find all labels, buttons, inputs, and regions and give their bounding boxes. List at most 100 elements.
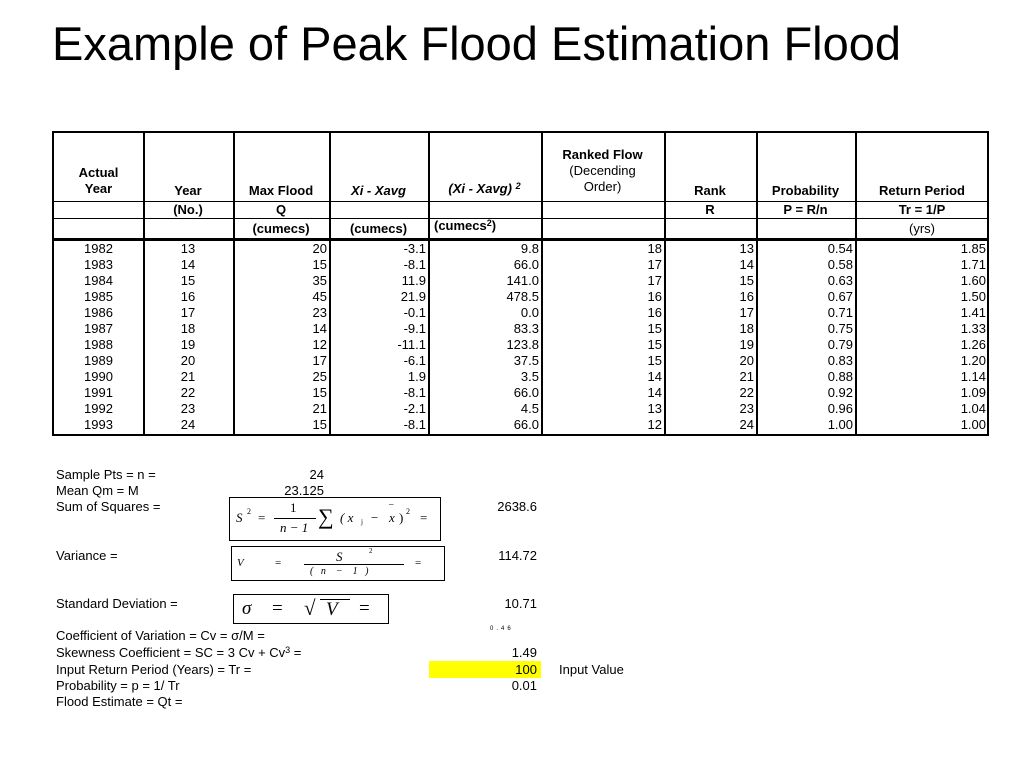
formula-v: V (237, 557, 244, 569)
cell-year-no: 24 (180, 417, 196, 432)
formula-bar: – (389, 499, 394, 509)
header-return-period: Return Period (879, 183, 965, 198)
cell-max-flood: 12 (312, 337, 327, 352)
header-ranked-flow: Ranked Flow (Decending Order) (541, 147, 664, 195)
cell-max-flood: 15 (312, 417, 327, 432)
formula-s-exp: 2 (247, 507, 251, 516)
cell-return-period: 1.20 (960, 353, 986, 368)
cell-deviation: 21.9 (400, 289, 426, 304)
cell-deviation: -2.1 (403, 401, 426, 416)
header-rank: Rank (694, 183, 726, 198)
return-period-input-value[interactable]: 100 (515, 662, 537, 677)
header-max-flood-symbol: Q (275, 202, 287, 217)
cell-rank: 23 (739, 401, 754, 416)
std-dev-label: Standard Deviation = (56, 596, 178, 611)
cell-rank: 17 (739, 305, 754, 320)
header-sq-unit-exp: 2 (486, 218, 492, 228)
table-row: 1984 15 35 11.9 141.0 17 15 0.63 1.60 (54, 273, 987, 289)
header-ranked-flow-line2: (Decending (569, 163, 636, 178)
cell-ranked-flow: 14 (647, 385, 662, 400)
skewness-label-exp: 3 (285, 645, 291, 655)
cell-rank: 24 (739, 417, 754, 432)
formula-xbar: x (389, 510, 395, 525)
formula-sum-term: ( x (340, 510, 354, 525)
cell-rank: 22 (739, 385, 754, 400)
cell-ranked-flow: 16 (647, 305, 662, 320)
sum-squares-value: 2638.6 (497, 499, 537, 514)
sqrt-icon: √ (304, 596, 316, 620)
cell-ranked-flow: 12 (647, 417, 662, 432)
cell-probability: 0.83 (827, 353, 853, 368)
n-value: 24 (309, 467, 324, 482)
cell-return-period: 1.41 (960, 305, 986, 320)
cell-rank: 14 (739, 257, 754, 272)
cell-deviation-sq: 3.5 (520, 369, 539, 384)
formula-eq-2: = (420, 510, 428, 525)
cell-max-flood: 45 (312, 289, 327, 304)
formula-close: ) (399, 510, 404, 525)
cell-deviation-sq: 83.3 (513, 321, 539, 336)
table-row: 1987 18 14 -9.1 83.3 15 18 0.75 1.33 (54, 321, 987, 337)
header-ranked-flow-line3: Order) (583, 179, 622, 194)
cell-actual-year: 1991 (84, 385, 113, 400)
cell-deviation: -3.1 (403, 241, 426, 256)
cell-actual-year: 1986 (84, 305, 113, 320)
cell-deviation-sq: 66.0 (513, 417, 539, 432)
cell-year-no: 16 (180, 289, 196, 304)
header-rank-symbol: R (705, 202, 715, 217)
cell-year-no: 21 (180, 369, 196, 384)
cell-probability: 0.88 (827, 369, 853, 384)
cell-max-flood: 15 (312, 257, 327, 272)
cell-rank: 13 (739, 241, 754, 256)
return-period-input-label: Input Return Period (Years) = Tr = (56, 662, 252, 677)
cell-deviation: -0.1 (403, 305, 426, 320)
cell-year-no: 23 (180, 401, 196, 416)
formula-sd-eq: = (272, 598, 283, 619)
cell-actual-year: 1990 (84, 369, 113, 384)
formula-v-den: ( n − 1 ) (310, 566, 369, 577)
formula-v-eq: = (275, 557, 282, 569)
cell-rank: 16 (739, 289, 754, 304)
cell-probability: 0.75 (827, 321, 853, 336)
cell-probability: 0.63 (827, 273, 853, 288)
input-value-note: Input Value (559, 662, 624, 677)
cell-deviation-sq: 123.8 (506, 337, 539, 352)
cell-max-flood: 20 (312, 241, 327, 256)
cell-return-period: 1.50 (960, 289, 986, 304)
cell-deviation-sq: 4.5 (520, 401, 539, 416)
mean-label: Mean Qm = M (56, 483, 139, 498)
table-row: 1993 24 15 -8.1 66.0 12 24 1.00 1.00 (54, 417, 987, 433)
cell-return-period: 1.71 (960, 257, 986, 272)
header-year-unit: (No.) (173, 202, 203, 217)
cell-ranked-flow: 18 (647, 241, 662, 256)
header-xi-xavg-sq: (Xi - Xavg) 2 (428, 181, 541, 197)
header-xi-xavg-sq-unit: (cumecs2) (434, 218, 496, 234)
skewness-label-text: Skewness Coefficient = SC = 3 Cv + Cv (56, 645, 286, 660)
cell-deviation: -11.1 (397, 337, 426, 352)
cell-ranked-flow: 17 (647, 257, 662, 272)
formula-v-s-exp: 2 (369, 547, 373, 555)
formula-v-s: S (336, 549, 343, 564)
cell-return-period: 1.33 (960, 321, 986, 336)
table-row: 1982 13 20 -3.1 9.8 18 13 0.54 1.85 (54, 241, 987, 257)
variance-value: 114.72 (498, 548, 537, 563)
cell-deviation-sq: 66.0 (513, 257, 539, 272)
formula-sd-v: V (326, 599, 338, 620)
header-actual-year: Actual Year (54, 165, 143, 197)
cell-max-flood: 15 (312, 385, 327, 400)
formula-close-sq: 2 (406, 507, 410, 516)
std-dev-formula: σ = √ V = (233, 594, 389, 624)
table-row: 1983 14 15 -8.1 66.0 17 14 0.58 1.71 (54, 257, 987, 273)
table-row: 1991 22 15 -8.1 66.0 14 22 0.92 1.09 (54, 385, 987, 401)
cell-ranked-flow: 16 (647, 289, 662, 304)
n-label: Sample Pts = n = (56, 467, 156, 482)
cell-deviation-sq: 9.8 (520, 241, 539, 256)
cell-year-no: 13 (180, 241, 196, 256)
cell-rank: 18 (739, 321, 754, 336)
mean-value: 23.125 (284, 483, 324, 498)
formula-sd-eq-2: = (359, 598, 370, 619)
table-row: 1986 17 23 -0.1 0.0 16 17 0.71 1.41 (54, 305, 987, 321)
cell-return-period: 1.14 (960, 369, 986, 384)
cell-deviation: 1.9 (407, 369, 426, 384)
cell-probability: 1.00 (827, 417, 853, 432)
